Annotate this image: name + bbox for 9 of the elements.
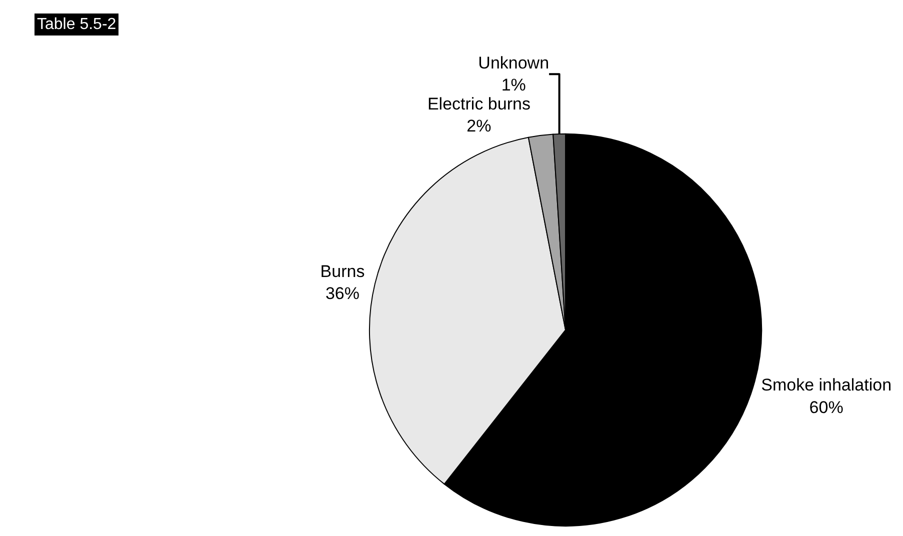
slice-label: Unknown	[478, 54, 550, 73]
data-label: 60%	[809, 398, 844, 417]
data-label: 1%	[501, 76, 526, 95]
data-label: 36%	[325, 284, 360, 304]
slice-label: Smoke inhalation	[761, 376, 892, 395]
data-label: 2%	[466, 116, 492, 136]
slice-label: Burns	[320, 262, 365, 281]
text: Table 5.5-2	[37, 16, 116, 33]
slice-label: Electric burns	[427, 94, 530, 114]
